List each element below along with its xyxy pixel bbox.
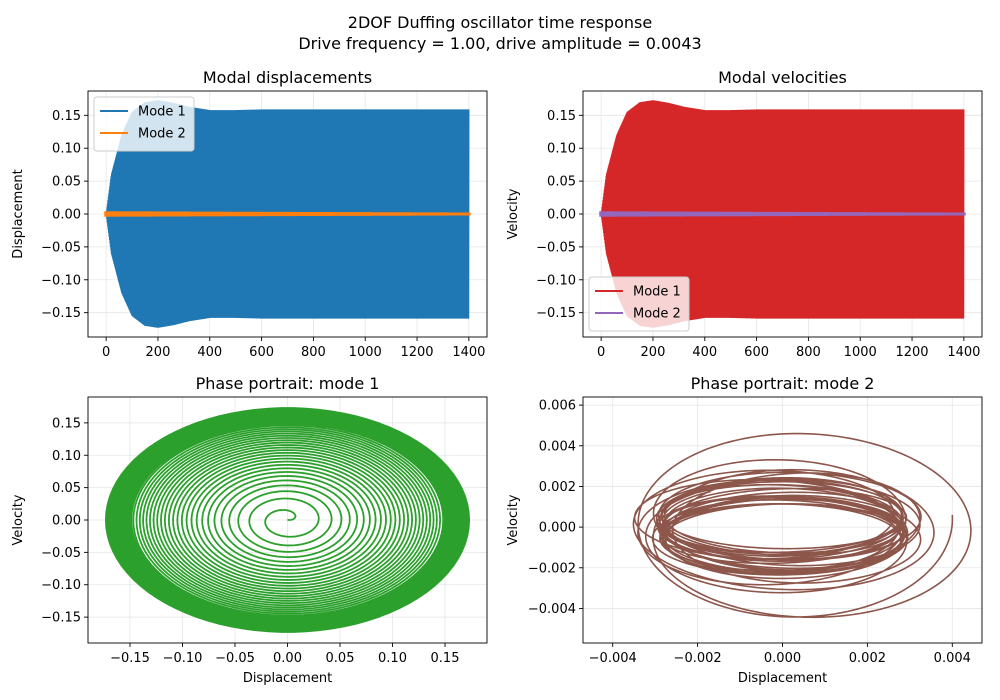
y-axis-label: Velocity (506, 188, 521, 239)
legend: Mode 1 Mode 2 (93, 96, 195, 152)
x-tick-label: 600 (249, 345, 274, 360)
legend-label: Mode 2 (633, 307, 681, 322)
panel-modal-displacements: 0 200 400 600 800 1000 1200 1400 −0.15 −0.10 −0.05… (11, 68, 488, 360)
y-axis-label: Velocity (11, 494, 26, 545)
x-tick-label: 0 (102, 345, 110, 360)
y-axis-label: Displacement (11, 169, 26, 258)
legend-label: Mode 1 (138, 105, 186, 120)
x-tick-label: 200 (146, 345, 171, 360)
y-tick-label: 0.00 (547, 208, 576, 223)
legend-label: Mode 1 (633, 285, 681, 300)
x-axis-label: Displacement (738, 671, 827, 686)
grid (583, 397, 982, 643)
x-tick-label: −0.004 (589, 651, 637, 666)
x-tick-label: 0.000 (764, 651, 801, 666)
x-tick-label: 200 (641, 345, 666, 360)
series-line-1 (600, 100, 965, 328)
x-tick-label: 800 (796, 345, 821, 360)
x-tick-label: 0.10 (378, 651, 407, 666)
y-axis-label: Velocity (506, 494, 521, 545)
x-tick-label: −0.10 (163, 651, 203, 666)
y-tick-label: 0.004 (539, 439, 576, 454)
y-tick-label: −0.10 (41, 273, 81, 288)
x-tick-label: 0.002 (849, 651, 886, 666)
panel-title: Phase portrait: mode 2 (691, 374, 875, 393)
x-tick-label: 0 (597, 345, 605, 360)
x-tick-label: 0.05 (326, 651, 355, 666)
phase-trajectory-mode-1 (104, 407, 471, 633)
series-line-2 (599, 211, 966, 217)
y-tick-label: 0.10 (52, 449, 81, 464)
y-tick-label: −0.004 (528, 602, 576, 617)
y-tick-label: 0.000 (539, 521, 576, 536)
y-tick-label: −0.002 (528, 561, 576, 576)
y-tick-label: −0.10 (41, 578, 81, 593)
y-tick-label: 0.15 (547, 109, 576, 124)
x-tick-label: 1000 (349, 345, 382, 360)
y-tick-label: 0.05 (52, 175, 81, 190)
y-tick-label: 0.15 (52, 109, 81, 124)
x-tick-label: 0.15 (431, 651, 460, 666)
y-tick-label: 0.15 (52, 416, 81, 431)
x-tick-label: 1200 (895, 345, 928, 360)
x-tick-label: −0.002 (674, 651, 722, 666)
y-tick-label: 0.00 (52, 208, 81, 223)
y-tick-label: 0.00 (52, 514, 81, 529)
y-tick-label: −0.15 (41, 306, 81, 321)
x-tick-label: −0.15 (110, 651, 150, 666)
y-tick-label: −0.05 (536, 240, 576, 255)
series-line-2 (104, 211, 471, 217)
legend: Mode 1 Mode 2 (588, 276, 690, 332)
y-tick-label: 0.002 (539, 480, 576, 495)
panel-phase-portrait-mode-1: −0.15 −0.10 −0.05 0.00 0.05 0.10 0.15 −0.15 −0.1… (11, 374, 488, 686)
x-tick-label: 1000 (844, 345, 877, 360)
y-tick-label: 0.10 (547, 142, 576, 157)
x-tick-label: 0.004 (934, 651, 971, 666)
y-tick-label: −0.05 (41, 240, 81, 255)
x-tick-label: 800 (301, 345, 326, 360)
x-axis-label: Displacement (243, 671, 332, 686)
x-tick-label: 0.00 (273, 651, 302, 666)
x-tick-label: 1200 (400, 345, 433, 360)
panel-phase-portrait-mode-2: −0.004 −0.002 0.000 0.002 0.004 −0.004 −0.002 0… (506, 374, 983, 686)
phase-trajectory-mode-2 (632, 432, 972, 619)
y-tick-label: 0.05 (52, 481, 81, 496)
x-tick-label: 600 (744, 345, 769, 360)
legend-label: Mode 2 (138, 127, 186, 142)
panel-title: Phase portrait: mode 1 (196, 374, 380, 393)
figure-title-line2: Drive frequency = 1.00, drive amplitude … (298, 34, 701, 53)
panel-title: Modal velocities (718, 68, 847, 87)
x-tick-label: 400 (197, 345, 222, 360)
panel-title: Modal displacements (203, 68, 372, 87)
panel-modal-velocities: 0 200 400 600 800 1000 1200 1400 −0.15 −0.10 −0.05… (506, 68, 983, 360)
y-tick-label: −0.05 (41, 546, 81, 561)
x-tick-label: 400 (692, 345, 717, 360)
y-tick-label: 0.05 (547, 175, 576, 190)
x-tick-label: 1400 (452, 345, 485, 360)
y-tick-label: 0.10 (52, 142, 81, 157)
y-tick-label: −0.15 (41, 611, 81, 626)
y-tick-label: 0.006 (539, 399, 576, 414)
x-tick-label: −0.05 (215, 651, 255, 666)
y-tick-label: −0.10 (536, 273, 576, 288)
figure-title-line1: 2DOF Duffing oscillator time response (348, 13, 652, 32)
series-line-1 (105, 100, 470, 328)
x-tick-label: 1400 (947, 345, 980, 360)
y-tick-label: −0.15 (536, 306, 576, 321)
